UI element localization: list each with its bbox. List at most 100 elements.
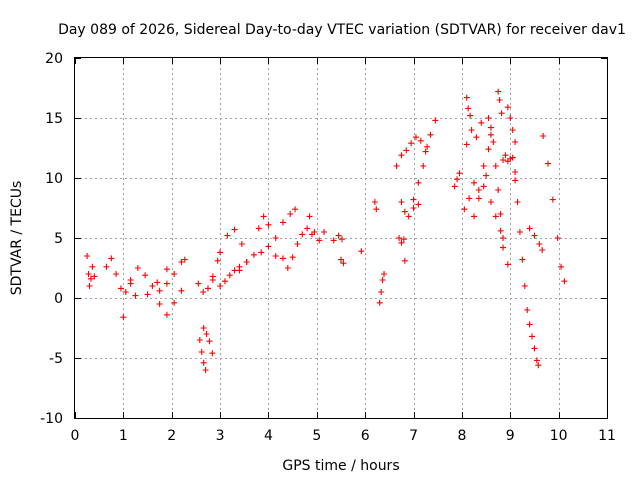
axis-ticks: 0 1 2 3 4 5 6 7 8 9 10 11 -10 -5 0 5 10 15 20 (40, 51, 616, 444)
data-point (84, 253, 91, 259)
data-point (91, 273, 98, 280)
data-point (163, 280, 170, 287)
data-point (396, 235, 403, 241)
data-point (279, 219, 286, 226)
data-point (465, 105, 472, 112)
data-points (84, 88, 568, 373)
series-track-12 (255, 206, 299, 241)
series-track-22 (393, 117, 439, 169)
plot-frame (74, 57, 608, 419)
y-tick-label: 15 (45, 111, 63, 127)
x-tick-label: 1 (119, 428, 128, 444)
data-point (514, 199, 521, 205)
data-point (108, 255, 115, 262)
data-point (524, 307, 531, 313)
series-track-36 (512, 169, 542, 369)
data-point (405, 213, 412, 220)
x-tick-label: 10 (550, 428, 568, 444)
series-track-23 (398, 199, 422, 220)
data-point (272, 253, 279, 259)
data-point (171, 299, 178, 306)
data-point (415, 201, 422, 208)
data-point (420, 163, 427, 169)
data-point (417, 137, 424, 144)
data-point (558, 263, 565, 270)
data-point (540, 133, 547, 139)
data-point (475, 195, 482, 202)
series-track-31 (483, 172, 507, 251)
data-point (427, 131, 434, 138)
series-track-30 (485, 115, 507, 241)
data-point (217, 249, 224, 256)
data-point (473, 134, 480, 141)
series-track-13 (284, 225, 315, 271)
data-point (422, 148, 429, 155)
data-point (376, 299, 383, 306)
data-point (379, 277, 386, 283)
data-point (398, 199, 405, 205)
data-point (202, 367, 209, 373)
series-track-25 (451, 170, 463, 190)
data-point (401, 257, 408, 264)
data-point (412, 134, 419, 141)
data-point (410, 205, 417, 211)
data-point (221, 278, 228, 285)
series-track-24 (410, 143, 431, 203)
data-point (463, 141, 470, 148)
data-point (561, 278, 568, 285)
data-point (86, 283, 93, 289)
data-point (531, 345, 538, 352)
data-point (299, 231, 306, 238)
series-track-15 (330, 232, 345, 244)
series-track-16 (338, 256, 347, 267)
data-point (495, 187, 502, 193)
data-point (526, 321, 533, 328)
x-tick-label: 2 (167, 428, 176, 444)
data-point (117, 285, 124, 292)
data-point (500, 235, 507, 241)
data-point (467, 112, 474, 119)
data-point (463, 94, 470, 101)
data-point (512, 177, 519, 184)
series-track-18 (371, 199, 380, 213)
data-point (531, 232, 538, 239)
data-point (265, 221, 272, 228)
data-point (398, 239, 405, 246)
data-point (209, 273, 216, 280)
data-point (497, 211, 504, 217)
data-point (398, 152, 405, 159)
data-point (243, 259, 250, 265)
data-point (471, 179, 477, 186)
y-tick-label: 10 (45, 171, 63, 187)
data-point (338, 256, 344, 263)
data-point (393, 163, 400, 169)
data-point (321, 229, 328, 235)
data-point (134, 265, 141, 271)
data-point (142, 272, 149, 279)
series-track-28 (461, 179, 487, 213)
data-point (156, 287, 163, 294)
series-track-21 (401, 257, 408, 264)
series-track-09 (209, 226, 250, 280)
data-point (544, 160, 551, 167)
data-point (203, 331, 210, 337)
data-point (289, 254, 296, 261)
grid-layer (75, 58, 607, 418)
x-axis-label: GPS time / hours (282, 458, 399, 474)
data-point (533, 357, 540, 364)
series-track-33 (500, 152, 519, 184)
data-point (471, 213, 477, 220)
data-point (536, 241, 543, 247)
y-tick-label: 20 (45, 51, 63, 67)
data-point (156, 301, 163, 307)
data-point (519, 256, 526, 263)
data-point (304, 225, 311, 232)
data-point (487, 124, 494, 131)
data-point (502, 152, 509, 159)
y-tick-label: -5 (49, 351, 63, 367)
data-point (311, 229, 318, 235)
data-point (149, 283, 156, 289)
data-point (456, 170, 463, 177)
data-point (154, 279, 161, 286)
data-point (512, 169, 519, 175)
